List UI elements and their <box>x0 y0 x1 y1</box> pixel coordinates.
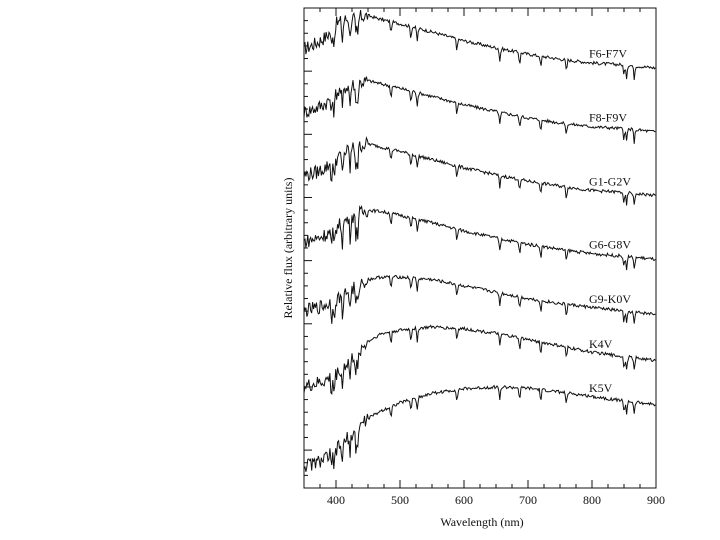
series-label: K4V <box>589 337 613 351</box>
x-tick-label: 600 <box>455 493 473 507</box>
spectrum-line-k5v <box>303 384 656 472</box>
x-tick-label: 900 <box>647 493 665 507</box>
series-label: G1-G2V <box>589 174 631 188</box>
x-tick-label: 800 <box>583 493 601 507</box>
series-label: F8-F9V <box>589 110 627 124</box>
series-label: G9-K0V <box>589 292 631 306</box>
series-group <box>303 10 656 472</box>
x-axis-label: Wavelength (nm) <box>440 515 523 529</box>
spectrum-line-k4v <box>303 324 656 395</box>
spectrum-line-f6-f7v <box>303 10 656 80</box>
spectrum-line-g1-g2v <box>303 136 656 206</box>
spectrum-line-g9-k0v <box>303 274 656 324</box>
y-ticks <box>304 7 312 489</box>
series-label: G6-G8V <box>589 238 631 252</box>
spectrum-line-g6-g8v <box>303 204 656 271</box>
spectrum-line-f8-f9v <box>303 76 656 144</box>
x-tick-label: 700 <box>519 493 537 507</box>
series-label: K5V <box>589 381 613 395</box>
x-tick-label: 500 <box>391 493 409 507</box>
x-ticks: 400 500 600 700 800 900 <box>303 8 665 507</box>
x-tick-label: 400 <box>327 493 345 507</box>
series-label: F6-F7V <box>589 47 627 61</box>
y-axis-label: Relative flux (arbitrary units) <box>281 178 295 319</box>
series-labels: F6-F7V F8-F9V G1-G2V G6-G8V G9-K0V K4V K5V <box>589 47 631 395</box>
